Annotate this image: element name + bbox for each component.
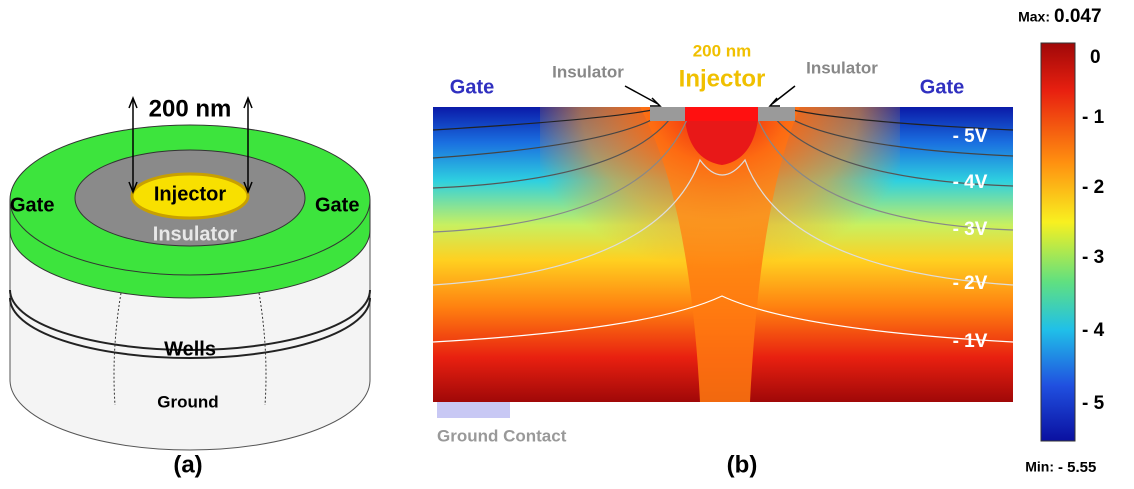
- contour-label: - 5V: [953, 126, 988, 147]
- max-value: 0.047: [1054, 6, 1102, 27]
- injector-block: [685, 107, 758, 121]
- gate-label: Gate: [450, 76, 494, 98]
- ground-contact-label: Ground Contact: [437, 426, 567, 445]
- min-value: - 5.55: [1058, 459, 1096, 476]
- injector-size-label: 200 nm: [693, 41, 752, 60]
- injector-label: Injector: [154, 183, 226, 205]
- ground-contact: [437, 402, 510, 418]
- colorbar-tick: - 3: [1082, 247, 1104, 268]
- caption: (b): [727, 451, 758, 478]
- insulator-label: Insulator: [806, 58, 878, 77]
- colorbar-tick: - 4: [1082, 320, 1105, 341]
- insulator-block: [758, 107, 795, 121]
- gate-label: Gate: [920, 76, 964, 98]
- colorbar-scale: [1041, 43, 1075, 441]
- contour-label: - 3V: [953, 219, 988, 240]
- ground-label: Ground: [157, 392, 218, 411]
- insulator-label: Insulator: [153, 223, 238, 245]
- colorbar-tick: 0: [1090, 47, 1101, 68]
- contour-label: - 2V: [953, 273, 988, 294]
- panel-b: Gate Gate Insulator Insulator 200 nm Inj…: [433, 41, 1013, 478]
- panel-a: 200 nm Injector Insulator Gate Gate Well…: [10, 95, 370, 478]
- max-label: Max:: [1018, 9, 1050, 25]
- gate-label: Gate: [315, 194, 359, 216]
- insulator-label: Insulator: [552, 62, 624, 81]
- injector-label: Injector: [679, 65, 766, 92]
- min-label: Min:: [1025, 459, 1054, 475]
- colorbar-tick: - 5: [1082, 393, 1105, 414]
- contour-label: - 1V: [953, 331, 988, 352]
- figure: 200 nm Injector Insulator Gate Gate Well…: [0, 0, 1134, 489]
- insulator-block: [650, 107, 685, 121]
- colorbar-tick: - 1: [1082, 107, 1105, 128]
- gate-label: Gate: [10, 194, 54, 216]
- caption: (a): [173, 451, 202, 478]
- contour-label: - 4V: [953, 172, 988, 193]
- wells-label: Wells: [164, 338, 216, 360]
- colorbar-tick: - 2: [1082, 177, 1104, 198]
- dimension-label: 200 nm: [149, 95, 232, 122]
- colorbar: Max: 0.047 Min: - 5.55 0 - 1 - 2 - 3 - 4…: [1018, 6, 1105, 476]
